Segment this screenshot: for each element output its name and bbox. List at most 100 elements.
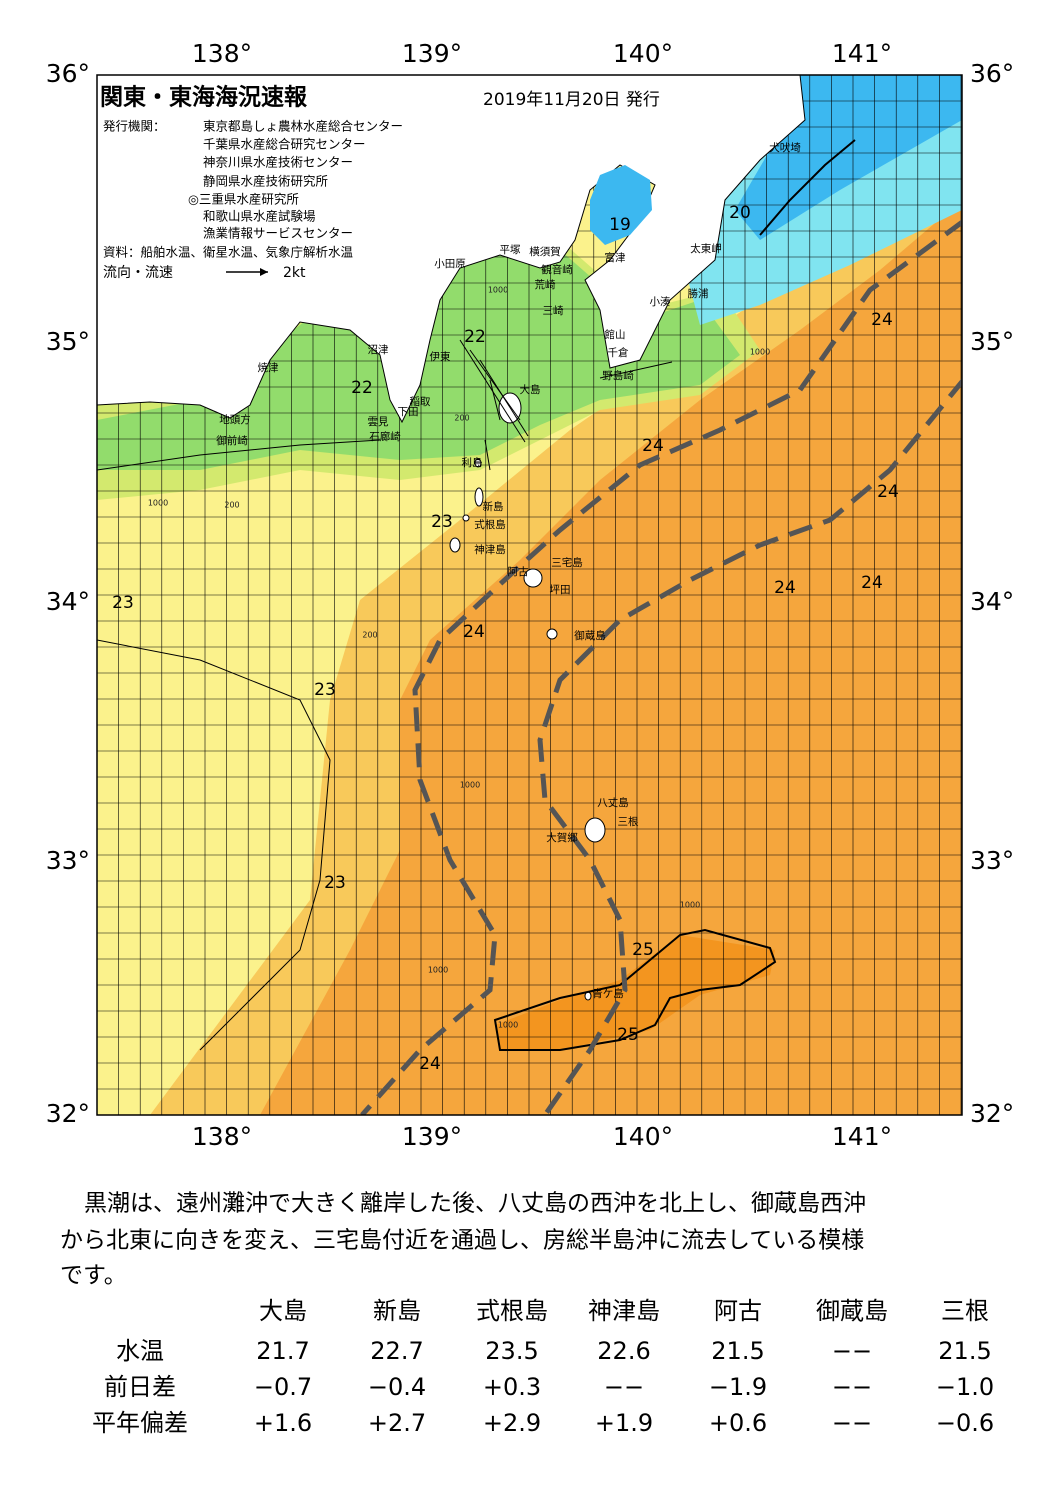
- table-cell: −0.4: [368, 1373, 426, 1401]
- island: [546, 628, 558, 640]
- depth-label: 200: [224, 501, 239, 510]
- depth-label: 1000: [488, 286, 508, 295]
- contour-label: 22: [464, 327, 486, 347]
- place-label: 太東岬: [690, 242, 722, 255]
- contour-label: 23: [431, 512, 453, 532]
- annotations: 東京都島しょ農林水産総合センター千葉県水産総合研究センター神奈川県水産技術センタ…: [46, 39, 1015, 1437]
- lat-label: 35°: [970, 327, 1014, 356]
- place-label: 富津: [605, 251, 626, 264]
- issuer: 漁業情報サービスセンター: [203, 226, 353, 241]
- table-cell: −0.6: [936, 1409, 994, 1437]
- legend-scale: 2kt: [283, 265, 306, 281]
- table-cell: +1.6: [254, 1409, 312, 1437]
- place-label: 小湊: [650, 295, 671, 308]
- depth-label: 200: [454, 414, 469, 423]
- lat-label: 32°: [970, 1099, 1014, 1128]
- table-cell: 22.7: [370, 1337, 423, 1365]
- lon-label: 140°: [613, 1122, 673, 1151]
- place-label: 野島崎: [602, 369, 634, 382]
- table-header: 阿古: [714, 1297, 762, 1325]
- contour-label: 25: [617, 1025, 639, 1045]
- place-label: 下田: [398, 406, 419, 418]
- place-label: 阿古: [508, 565, 529, 578]
- place-label: 大賀郷: [546, 831, 578, 844]
- place-label: 館山: [605, 328, 626, 341]
- place-label: 青ケ島: [592, 987, 624, 1000]
- lon-label: 138°: [192, 1122, 252, 1151]
- place-label: 坪田: [550, 583, 571, 596]
- table-cell: +0.3: [483, 1373, 541, 1401]
- lat-label: 33°: [970, 846, 1014, 875]
- contour-label: 24: [419, 1054, 441, 1074]
- issuer: 和歌山県水産試験場: [203, 209, 316, 224]
- contour-label: 19: [609, 215, 631, 235]
- depth-label: 1000: [750, 348, 770, 357]
- title: 関東・東海海況速報: [100, 84, 308, 111]
- island: [449, 537, 461, 553]
- sea-zone: [260, 200, 962, 1115]
- table-cell: −−: [832, 1337, 872, 1365]
- island: [523, 568, 543, 588]
- contour-line: [493, 928, 777, 1051]
- table-header: 新島: [373, 1297, 421, 1325]
- current-arrow: [599, 361, 673, 379]
- table-cell: 23.5: [485, 1337, 538, 1365]
- source: 資料：船舶水温、衛星水温、気象庁解析水温: [103, 245, 354, 260]
- table-header: 式根島: [476, 1297, 548, 1325]
- place-label: 式根島: [474, 518, 506, 531]
- table-header: 大島: [259, 1297, 307, 1325]
- kuroshio: [360, 219, 962, 1115]
- contour-label: 20: [729, 203, 751, 223]
- island: [584, 817, 606, 843]
- place-label: 千倉: [608, 346, 629, 359]
- sea-zone: [495, 935, 775, 1050]
- tokyo-bay: [590, 165, 652, 245]
- contour-line: [759, 139, 856, 236]
- place-label: 御蔵島: [574, 629, 606, 642]
- table-cell: −0.7: [254, 1373, 312, 1401]
- current-arrow: [489, 379, 501, 421]
- issuer: 静岡県水産技術研究所: [203, 174, 328, 189]
- island: [474, 487, 484, 507]
- lat-label: 34°: [970, 587, 1014, 616]
- map-frame: [96, 74, 963, 1116]
- place-label: 御前崎: [216, 434, 248, 447]
- place-label: 小田原: [434, 258, 466, 270]
- island: [462, 514, 470, 522]
- table-cell: −−: [832, 1373, 872, 1401]
- table-cell: 21.5: [938, 1337, 991, 1365]
- lat-label: 33°: [46, 846, 90, 875]
- table-cell: +2.7: [368, 1409, 426, 1437]
- depth-label: 1000: [428, 966, 448, 975]
- contour-label: 24: [463, 622, 485, 642]
- table-cell: +0.6: [709, 1409, 767, 1437]
- current-arrow: [479, 359, 529, 437]
- depth-label: 200: [362, 631, 377, 640]
- current-arrow: [484, 439, 491, 471]
- row-label: 水温: [116, 1337, 164, 1365]
- lat-label: 35°: [46, 327, 90, 356]
- place-label: 三崎: [543, 304, 564, 317]
- kuroshio-axis: [537, 377, 962, 1115]
- lon-label: 139°: [402, 1122, 462, 1151]
- table-cell: +2.9: [483, 1409, 541, 1437]
- place-label: 荒崎: [535, 278, 556, 291]
- depth-label: 1000: [680, 901, 700, 910]
- contour-label: 24: [642, 436, 664, 456]
- depth-label: 1000: [148, 499, 168, 508]
- lon-label: 141°: [832, 1122, 892, 1151]
- table-cell: 21.5: [711, 1337, 764, 1365]
- place-label: 平塚: [500, 244, 521, 256]
- description-line: です。: [60, 1263, 127, 1289]
- contour-line: [97, 439, 381, 471]
- place-label: 観音崎: [541, 263, 573, 276]
- place-label: 利島: [462, 456, 483, 469]
- contour-label: 24: [877, 482, 899, 502]
- contour-line: [97, 639, 331, 1051]
- place-label: 勝浦: [688, 287, 709, 300]
- legend-arrowhead: [260, 268, 268, 276]
- table-cell: −1.9: [709, 1373, 767, 1401]
- table-cell: 22.6: [597, 1337, 650, 1365]
- lon-label: 138°: [192, 39, 252, 68]
